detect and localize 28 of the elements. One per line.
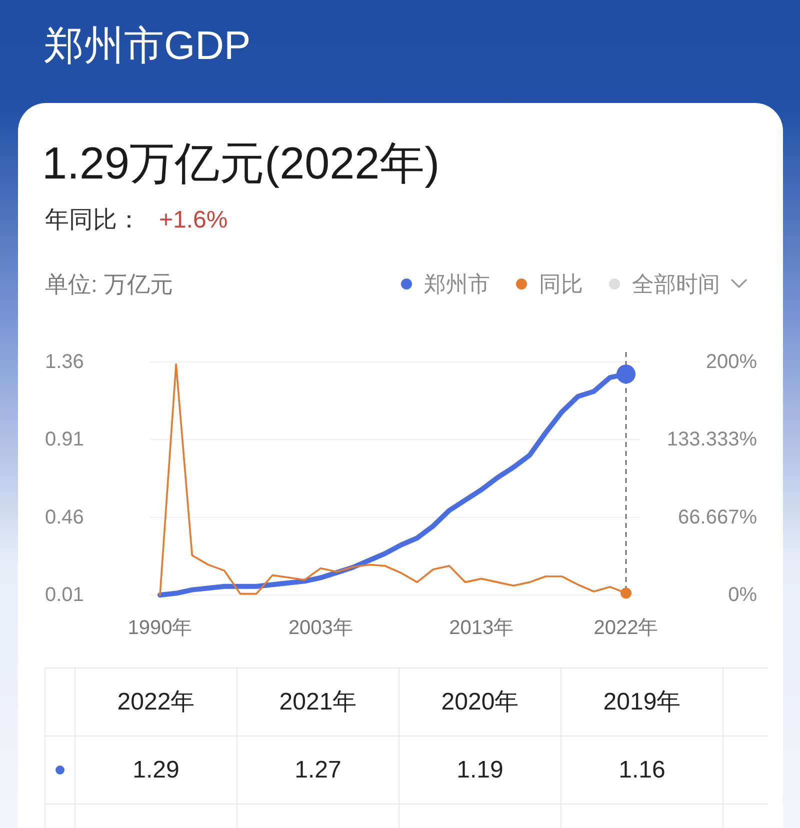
x-tick-label: 1990年: [128, 617, 192, 639]
y2-tick-label: 66.667%: [678, 506, 758, 528]
x-tick-label: 2013年: [449, 617, 514, 639]
chart-title: 郑州市GDP: [44, 24, 251, 68]
x-tick-label: 2020年: [441, 688, 519, 716]
legend-label: 同比: [539, 272, 583, 296]
x-tick-label: 2019年: [603, 688, 681, 716]
legend-label: 郑州市: [424, 272, 490, 296]
y-tick-label: 0.46: [45, 506, 84, 528]
y2-tick-label: 0%: [728, 584, 758, 606]
x-tick-label: 2021年: [279, 688, 357, 716]
y2-tick-label: 133.333%: [666, 428, 758, 451]
x-tick-label: 2003年: [288, 617, 353, 639]
chart-subtitle: 1.29万亿元(2022年): [42, 138, 440, 188]
y-tick-label: 0.91: [45, 428, 84, 451]
data-label: 1.19: [456, 756, 504, 784]
x-tick-label: 2022年: [594, 617, 658, 639]
y-tick-label: 1.36: [45, 351, 84, 373]
text: 全部时间: [632, 272, 720, 296]
y-axis-title: 单位: 万亿元: [45, 271, 173, 297]
x-tick-label: 2022年: [117, 688, 195, 716]
y2-tick-label: 200%: [706, 351, 758, 373]
data-label: 1.27: [294, 756, 342, 784]
y-tick-label: 0.01: [45, 584, 84, 606]
text: +1.6%: [159, 206, 228, 234]
data-label: 1.29: [132, 756, 180, 784]
data-label: 1.16: [618, 756, 666, 784]
text: 年同比：: [45, 206, 141, 234]
